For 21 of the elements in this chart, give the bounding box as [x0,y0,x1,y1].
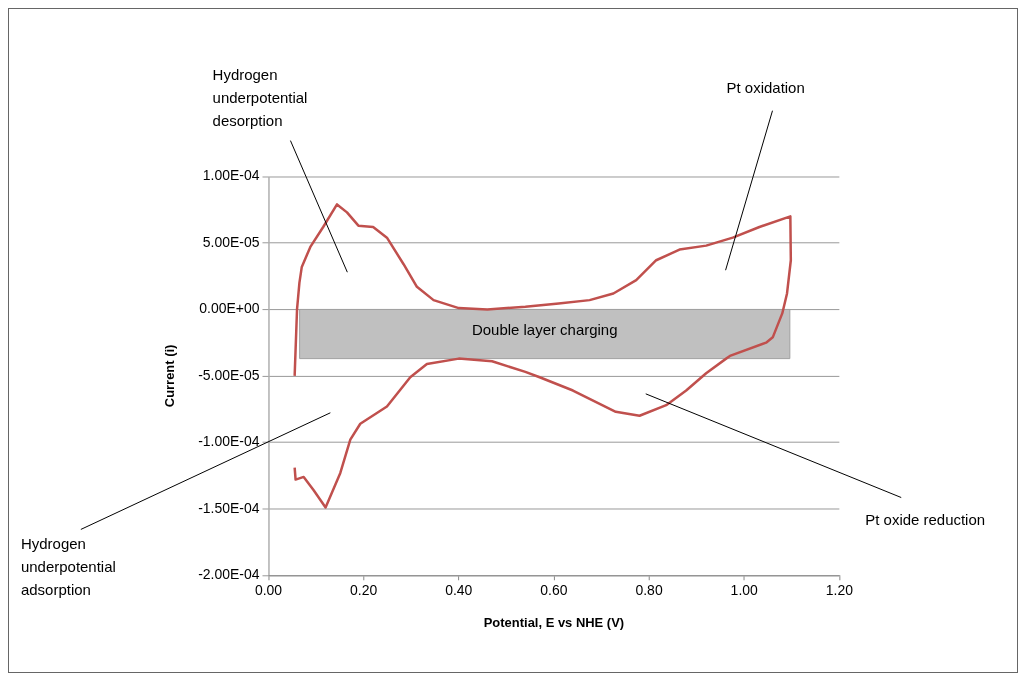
x-axis-title: Potential, E vs NHE (V) [483,614,625,630]
y-tick-label: -5.00E-05 [198,366,260,383]
x-tick-label: 0.80 [635,582,663,599]
x-tick-label: 1.20 [825,582,854,599]
x-tick-label: 0.20 [350,582,378,599]
text: Hydrogen underpotential adsorption [20,535,116,598]
y-tick-label: -1.50E-04 [198,499,260,516]
y-tick-label: 0.00E+00 [199,300,260,317]
y-tick-label: -1.00E-04 [198,433,260,450]
x-tick-label: 0.60 [540,582,568,599]
x-tick-label: 0.40 [445,582,473,599]
y-tick-label: 5.00E-05 [202,233,260,250]
x-tick-label: 1.00 [730,582,759,599]
band-label: Double layer charging [471,321,618,339]
y-tick-label: 1.00E-04 [202,167,260,184]
text: Pt oxide reduction [865,511,986,529]
y-tick-label: -2.00E-04 [198,566,260,583]
text: Hydrogen underpotential desorption [212,66,308,130]
x-tick-label: 0.00 [254,582,283,599]
text: Pt oxidation [726,79,805,97]
y-axis-title: Current (i) [162,344,178,408]
